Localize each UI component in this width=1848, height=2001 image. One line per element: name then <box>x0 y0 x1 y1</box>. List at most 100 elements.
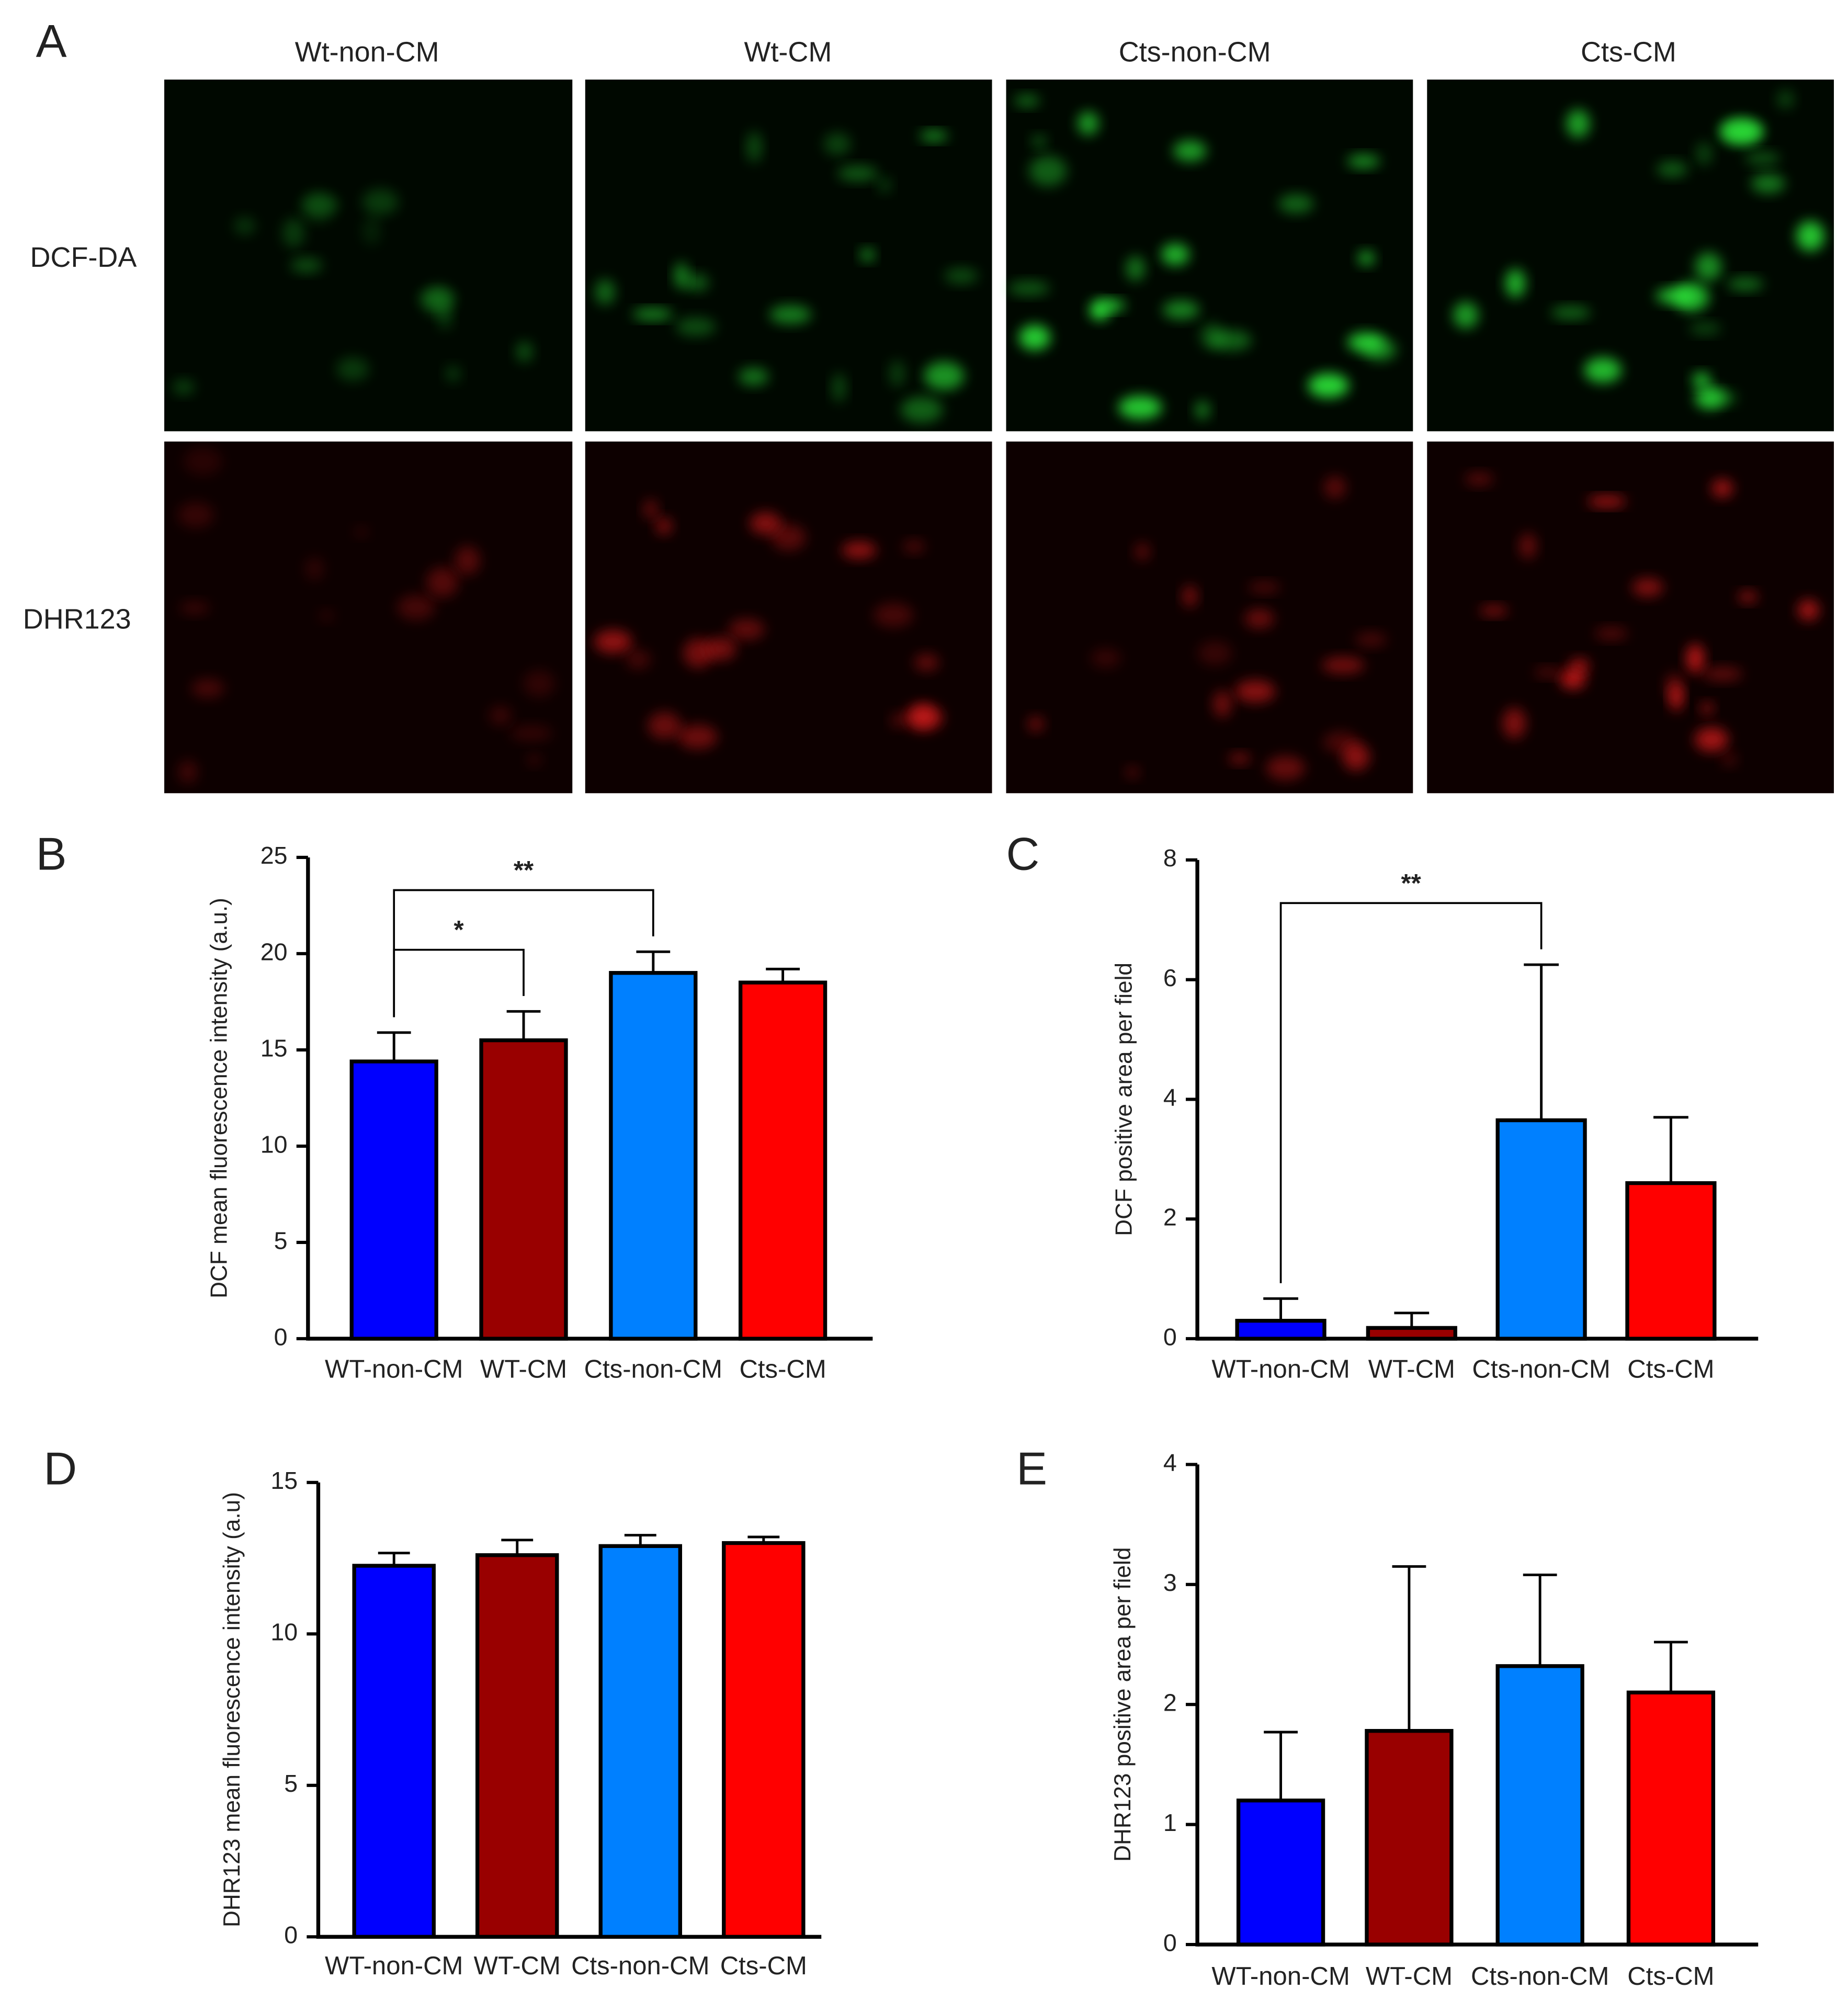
y-tick-label: 15 <box>260 1034 288 1061</box>
cell <box>1090 300 1110 320</box>
cell <box>1228 753 1251 764</box>
cell <box>920 130 948 141</box>
cell <box>1722 121 1764 142</box>
y-tick-label: 10 <box>270 1619 298 1646</box>
cell <box>944 268 978 284</box>
cell <box>1584 357 1622 383</box>
cell <box>1091 648 1121 668</box>
cell <box>516 341 533 363</box>
panel-letter: C <box>1006 828 1040 879</box>
bar <box>1495 1118 1587 1341</box>
cell <box>1550 306 1591 319</box>
cell <box>1014 95 1040 107</box>
cell <box>924 361 965 390</box>
cell <box>1689 322 1721 335</box>
cell <box>1031 135 1047 148</box>
cell <box>1700 702 1714 715</box>
bar <box>349 1059 438 1341</box>
micrograph-bg <box>1427 80 1834 432</box>
cell <box>676 317 716 336</box>
cell <box>837 166 878 181</box>
x-tick-label: Cts-non-CM <box>571 1952 709 1980</box>
y-axis-label: DCF positive area per field <box>1111 963 1137 1236</box>
cell <box>1198 641 1232 665</box>
cell <box>1695 252 1722 281</box>
cell <box>878 177 892 193</box>
cell <box>1727 277 1764 291</box>
panel-letter: E <box>1016 1442 1047 1494</box>
cell <box>1534 667 1561 678</box>
cell <box>683 638 713 668</box>
cell <box>423 286 454 315</box>
bar <box>738 980 827 1341</box>
column-label: Wt-CM <box>744 36 832 67</box>
panel-letter: A <box>36 15 67 67</box>
x-tick-label: WT-CM <box>474 1952 561 1980</box>
cell <box>874 603 913 627</box>
cell <box>643 499 658 519</box>
y-tick-label: 2 <box>1163 1204 1177 1231</box>
cell <box>1342 743 1370 771</box>
bar <box>1365 1729 1454 1947</box>
cell <box>1321 657 1365 674</box>
cell <box>678 725 718 749</box>
x-tick-label: Cts-CM <box>720 1952 807 1980</box>
micrograph-bg <box>1427 442 1834 794</box>
bar <box>722 1541 806 1939</box>
cell <box>1266 755 1305 781</box>
cell <box>706 637 736 661</box>
cell <box>1183 585 1197 607</box>
micrograph <box>164 442 573 794</box>
cell <box>1078 111 1099 135</box>
cell <box>1347 154 1380 168</box>
bar <box>1626 1690 1716 1947</box>
cell <box>1235 680 1276 703</box>
bar <box>1235 1318 1327 1341</box>
cell <box>489 705 512 726</box>
bar <box>1236 1799 1325 1947</box>
cell <box>1505 269 1526 298</box>
cell <box>625 649 651 670</box>
bar <box>1495 1664 1584 1947</box>
micrograph <box>585 80 992 432</box>
y-tick-label: 0 <box>1163 1929 1177 1956</box>
cell <box>889 360 905 388</box>
micrograph <box>585 442 992 794</box>
cell <box>842 541 877 559</box>
cell <box>1744 151 1780 165</box>
y-tick-label: 6 <box>1163 964 1177 991</box>
cell <box>1358 251 1375 266</box>
cell <box>1027 716 1044 732</box>
micrograph <box>1006 80 1413 432</box>
cell <box>1560 669 1586 689</box>
bar <box>609 971 698 1341</box>
x-tick-label: Cts-non-CM <box>1472 1355 1610 1383</box>
y-tick-label: 0 <box>284 1921 298 1949</box>
cell <box>655 517 673 535</box>
cell <box>860 248 875 262</box>
cell <box>1244 609 1274 628</box>
cell <box>1200 323 1225 349</box>
column-label: Wt-non-CM <box>295 36 439 67</box>
cell <box>1656 288 1694 304</box>
cell <box>1751 174 1785 194</box>
cell <box>1161 243 1189 266</box>
cell <box>1796 221 1824 251</box>
y-tick-label: 5 <box>284 1770 298 1797</box>
cell <box>1738 591 1758 603</box>
bar <box>598 1544 683 1939</box>
cell <box>1007 281 1050 296</box>
y-tick-label: 5 <box>274 1227 288 1254</box>
cell <box>302 191 335 221</box>
x-tick-label: WT-non-CM <box>325 1355 463 1383</box>
cell <box>510 725 552 741</box>
row-label: DCF-DA <box>30 242 137 273</box>
cell <box>729 619 765 640</box>
cell <box>903 540 925 553</box>
cell <box>362 189 399 215</box>
cell <box>1502 708 1526 739</box>
cell <box>832 373 846 402</box>
cell <box>1162 300 1199 319</box>
cell <box>177 502 214 528</box>
micrograph-bg <box>164 80 573 432</box>
